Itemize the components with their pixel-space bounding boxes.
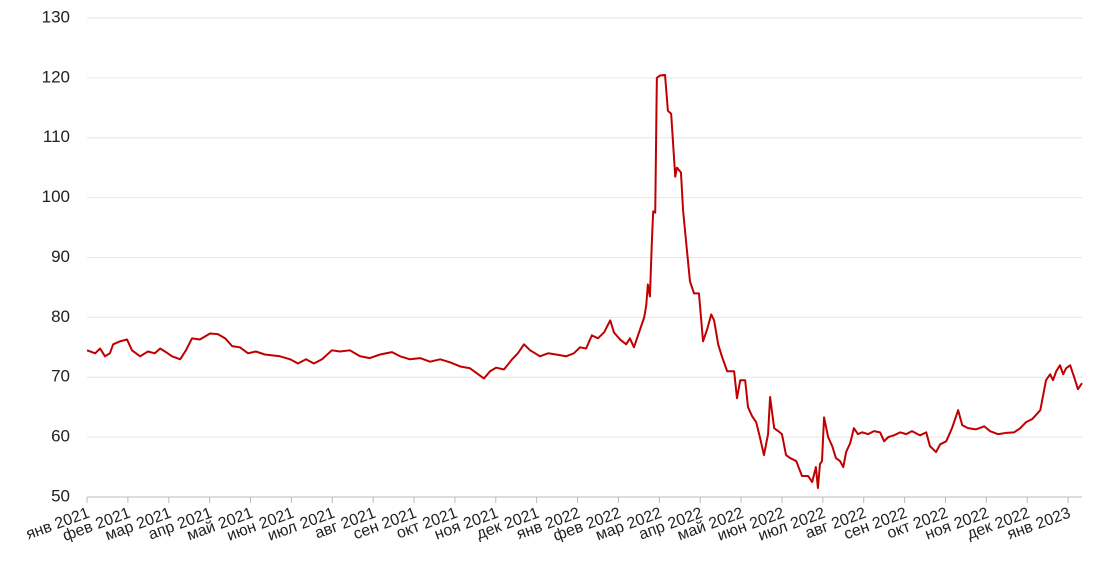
y-tick-label: 90 (51, 247, 70, 266)
series-line (86, 73, 1083, 490)
y-tick-label: 70 (51, 367, 70, 386)
y-tick-label: 130 (42, 7, 70, 26)
y-tick-label: 50 (51, 486, 70, 505)
y-tick-label: 60 (51, 427, 70, 446)
y-tick-label: 80 (51, 307, 70, 326)
y-tick-label: 110 (43, 127, 70, 146)
y-tick-label: 100 (42, 187, 70, 206)
y-tick-label: 120 (42, 67, 70, 86)
